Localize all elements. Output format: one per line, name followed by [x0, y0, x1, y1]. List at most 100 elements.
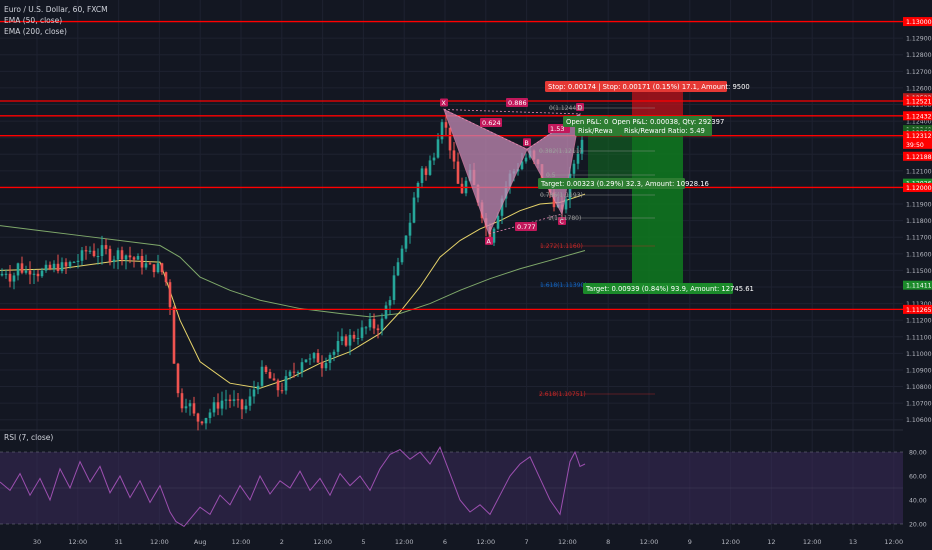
- pattern-point-label: D: [577, 103, 582, 111]
- price-tick: 1.12600: [906, 85, 932, 92]
- candle-body: [360, 327, 364, 338]
- candle-body: [112, 259, 116, 262]
- partial-profit-zone: [588, 127, 632, 184]
- fib-label: 1(1.11780): [548, 215, 581, 222]
- chart-grid: [0, 0, 932, 530]
- candle-body: [364, 327, 368, 329]
- candle-body: [212, 402, 216, 413]
- candle-body: [148, 263, 152, 265]
- rsi-legend[interactable]: RSI (7, close): [4, 433, 54, 442]
- open-pl-2: Open P&L: 0.00038, Qty: 292397: [612, 118, 724, 126]
- candle-body: [116, 250, 120, 260]
- candle-body: [296, 372, 300, 374]
- candle-body: [384, 305, 388, 319]
- price-badge: 1.12521: [906, 99, 932, 106]
- candle-body: [580, 139, 584, 154]
- price-tick: 1.12800: [906, 52, 932, 59]
- symbol-title[interactable]: Euro / U.S. Dollar, 60, FXCM: [4, 5, 108, 14]
- risk-reward-1-bg: [575, 125, 621, 136]
- price-tick: 1.11300: [906, 301, 932, 308]
- candle-body: [392, 275, 396, 301]
- candle-body: [92, 250, 96, 257]
- candle-body: [124, 255, 128, 260]
- candle-body: [524, 157, 528, 162]
- price-tick: 1.11100: [906, 334, 932, 341]
- rsi-tick: 40.00: [909, 498, 927, 505]
- candle-body: [228, 399, 232, 401]
- candle-body: [56, 263, 60, 272]
- candle-body: [220, 400, 224, 409]
- ema200-line: [0, 225, 586, 318]
- candle-body: [400, 248, 404, 263]
- rsi-tick: 80.00: [909, 450, 927, 457]
- candle-body: [156, 263, 160, 273]
- price-tick: 1.11600: [906, 251, 932, 258]
- candle-body: [372, 319, 376, 329]
- time-tick: 12:00: [476, 538, 495, 546]
- pattern-point-label: C: [559, 218, 564, 226]
- price-tick: 1.11900: [906, 202, 932, 209]
- price-badge-bg: [903, 111, 932, 121]
- pattern-point-label: X: [441, 99, 446, 107]
- ema200-legend[interactable]: EMA (200, close): [4, 27, 67, 36]
- pattern-point-badge: [558, 217, 566, 225]
- candle-body: [312, 353, 316, 359]
- price-badge: 1.12188: [906, 154, 932, 161]
- candle-body: [28, 270, 32, 275]
- candle-body: [436, 139, 440, 158]
- candle-body: [80, 250, 84, 261]
- time-tick: 2: [280, 538, 284, 546]
- stop-label-bg: [545, 81, 727, 92]
- candle-body: [288, 371, 292, 377]
- candle-body: [208, 412, 212, 419]
- rsi-line: [0, 446, 586, 528]
- time-tick: 5: [361, 538, 365, 546]
- candle-body: [184, 406, 188, 409]
- ema50-legend[interactable]: EMA (50, close): [4, 16, 63, 25]
- candle-body: [304, 359, 308, 363]
- candle-body: [380, 318, 384, 331]
- time-axis[interactable]: 30 12:00 31 12:00 Aug 12:00 2 12:00 5 12:00 6 12:00…: [0, 532, 932, 550]
- candle-body: [108, 248, 112, 262]
- pattern-point-badge: [485, 236, 493, 245]
- candle-body: [280, 390, 284, 392]
- candle-body: [500, 198, 504, 216]
- harmonic-pattern[interactable]: X A B C D 0.886 0.624 1.53 0.777: [440, 98, 584, 245]
- price-tick: 1.10600: [906, 417, 932, 424]
- candle-body: [368, 319, 372, 328]
- time-tick: 12: [767, 538, 775, 546]
- candle-body: [328, 354, 332, 363]
- price-tick: 1.11000: [906, 351, 932, 358]
- candle-body: [268, 372, 272, 379]
- time-tick: Aug: [194, 538, 207, 546]
- stop-label: Stop: 0.00174 | Stop: 0.00171 (0.15%) 17…: [548, 83, 750, 91]
- candle-body: [168, 282, 172, 308]
- candle-body: [244, 405, 248, 410]
- pattern-ratio-badge: [480, 118, 502, 127]
- candle-body: [444, 122, 448, 128]
- candle-body: [460, 183, 464, 194]
- candle-body: [488, 226, 492, 243]
- price-tick: 1.11500: [906, 268, 932, 275]
- price-badge-bg: [903, 280, 932, 290]
- pattern-ratio-badge: [515, 222, 537, 231]
- price-badge-bg: [903, 151, 932, 161]
- candle-body: [456, 161, 460, 184]
- target-2-bg: [583, 283, 733, 294]
- fib-label: 0(1.12443): [549, 105, 582, 112]
- price-tick: 1.12700: [906, 69, 932, 76]
- horizontal-levels[interactable]: [0, 20, 903, 311]
- candle-body: [340, 336, 344, 342]
- price-axis[interactable]: 1.13000 1.12900 1.12800 1.12700 1.12600 1.125…: [903, 0, 932, 550]
- trade-labels[interactable]: Stop: 0.00174 | Stop: 0.00171 (0.15%) 17…: [538, 81, 754, 294]
- price-badge: 39:50: [906, 142, 924, 149]
- price-tick: 1.12100: [906, 168, 932, 175]
- time-tick: 12:00: [68, 538, 87, 546]
- candle-body: [84, 250, 88, 252]
- time-axis-bg: [0, 532, 932, 550]
- risk-reward-1: Risk/Rewa: [578, 127, 613, 135]
- candle-body: [120, 250, 124, 260]
- target-1: Target: 0.00323 (0.29%) 32.3, Amount: 10…: [540, 180, 709, 188]
- candle-body: [292, 371, 296, 373]
- candle-body: [448, 127, 452, 151]
